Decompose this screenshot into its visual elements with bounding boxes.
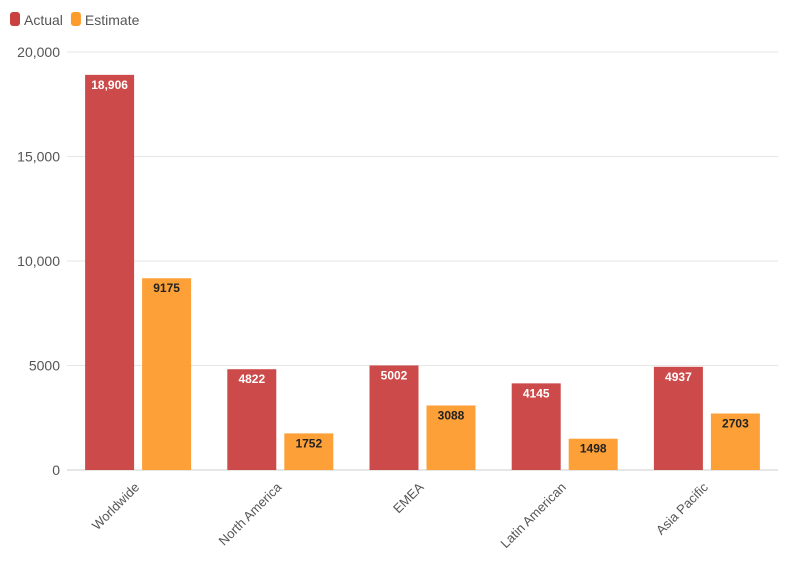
bar-actual[interactable] (653, 366, 703, 470)
y-tick-label: 15,000 (17, 149, 60, 165)
bar-value-label: 5002 (381, 368, 408, 382)
x-axis: Worldwide North America EMEA Latin American… (89, 479, 711, 551)
bars (85, 74, 760, 471)
bar-value-label: 2703 (722, 417, 749, 431)
value-labels: 18,906 9175 4822 1752 5002 3088 4145 1498 4937 27… (91, 78, 749, 456)
x-tick-label: Asia Pacific (653, 479, 711, 537)
bar-actual[interactable] (85, 74, 135, 471)
y-tick-label: 20,000 (17, 44, 60, 60)
bar-value-label: 9175 (153, 281, 180, 295)
bar-actual[interactable] (511, 383, 561, 470)
bar-value-label: 1498 (580, 442, 607, 456)
bar-actual[interactable] (227, 369, 277, 470)
bar-estimate[interactable] (284, 433, 334, 470)
x-tick-label: Worldwide (89, 480, 142, 533)
bar-value-label: 4822 (238, 372, 265, 386)
bar-estimate[interactable] (426, 405, 476, 470)
y-axis: 0 5000 10,000 15,000 20,000 (17, 44, 60, 478)
bar-actual[interactable] (369, 365, 419, 470)
bar-value-label: 1752 (295, 436, 322, 450)
legend-swatch (10, 12, 20, 26)
bar-value-label: 4937 (665, 370, 692, 384)
x-tick-label: North America (216, 479, 285, 548)
bar-estimate[interactable] (142, 278, 192, 470)
legend-swatch (70, 12, 81, 26)
x-tick-label: EMEA (390, 479, 427, 516)
x-tick-label: Latin American (497, 480, 568, 551)
y-tick-label: 0 (52, 462, 60, 478)
bar-value-label: 18,906 (91, 78, 128, 92)
bar-value-label: 4145 (523, 386, 550, 400)
bar-estimate[interactable] (568, 438, 618, 470)
bar-value-label: 3088 (438, 408, 465, 422)
bar-estimate[interactable] (710, 413, 760, 470)
y-tick-label: 10,000 (17, 253, 60, 269)
legend-item-actual[interactable]: Actual (24, 12, 63, 28)
legend[interactable]: Actual Estimate (10, 12, 140, 28)
y-tick-label: 5000 (29, 358, 60, 374)
legend-item-estimate[interactable]: Estimate (85, 12, 140, 28)
